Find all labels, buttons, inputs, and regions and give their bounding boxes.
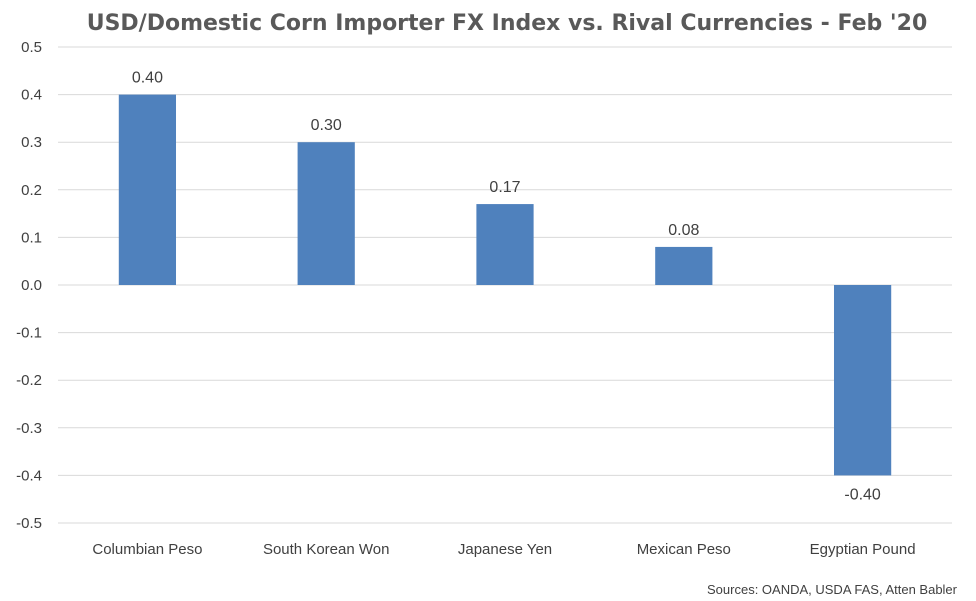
x-axis-categories: Columbian Peso South Korean Won Japanese Y… xyxy=(92,541,915,558)
data-label: 0.40 xyxy=(132,70,163,87)
y-tick-label: -0.2 xyxy=(16,372,42,389)
data-label: 0.17 xyxy=(489,179,520,196)
y-tick-label: 0.0 xyxy=(21,277,42,294)
data-labels: 0.40 0.30 0.17 0.08 -0.40 xyxy=(132,70,881,504)
y-tick-label: 0.1 xyxy=(21,229,42,246)
y-tick-label: 0.3 xyxy=(21,134,42,151)
bar xyxy=(655,246,713,285)
y-tick-label: -0.3 xyxy=(16,420,42,437)
bar xyxy=(476,204,534,285)
category-label: Egyptian Pound xyxy=(810,541,916,558)
data-label: 0.08 xyxy=(668,222,699,239)
category-label: Columbian Peso xyxy=(92,541,202,558)
bars xyxy=(118,94,892,476)
y-tick-label: -0.5 xyxy=(16,515,42,532)
bar xyxy=(833,285,892,476)
data-label: -0.40 xyxy=(844,486,881,503)
y-tick-label: 0.4 xyxy=(21,87,42,104)
y-tick-label: -0.1 xyxy=(16,325,42,342)
category-label: South Korean Won xyxy=(263,541,389,558)
chart-title: USD/Domestic Corn Importer FX Index vs. … xyxy=(87,11,928,36)
y-tick-label: 0.5 xyxy=(21,39,42,56)
y-tick-label: -0.4 xyxy=(16,467,42,484)
y-axis-ticks: 0.5 0.4 0.3 0.2 0.1 0.0 -0.1 -0.2 -0.3 -0.4 -0.5 xyxy=(16,39,42,532)
data-label: 0.30 xyxy=(311,117,342,134)
category-label: Japanese Yen xyxy=(458,541,552,558)
bar xyxy=(297,142,355,285)
bar xyxy=(118,94,177,285)
source-note: Sources: OANDA, USDA FAS, Atten Babler xyxy=(707,582,958,597)
category-label: Mexican Peso xyxy=(637,541,731,558)
y-tick-label: 0.2 xyxy=(21,182,42,199)
